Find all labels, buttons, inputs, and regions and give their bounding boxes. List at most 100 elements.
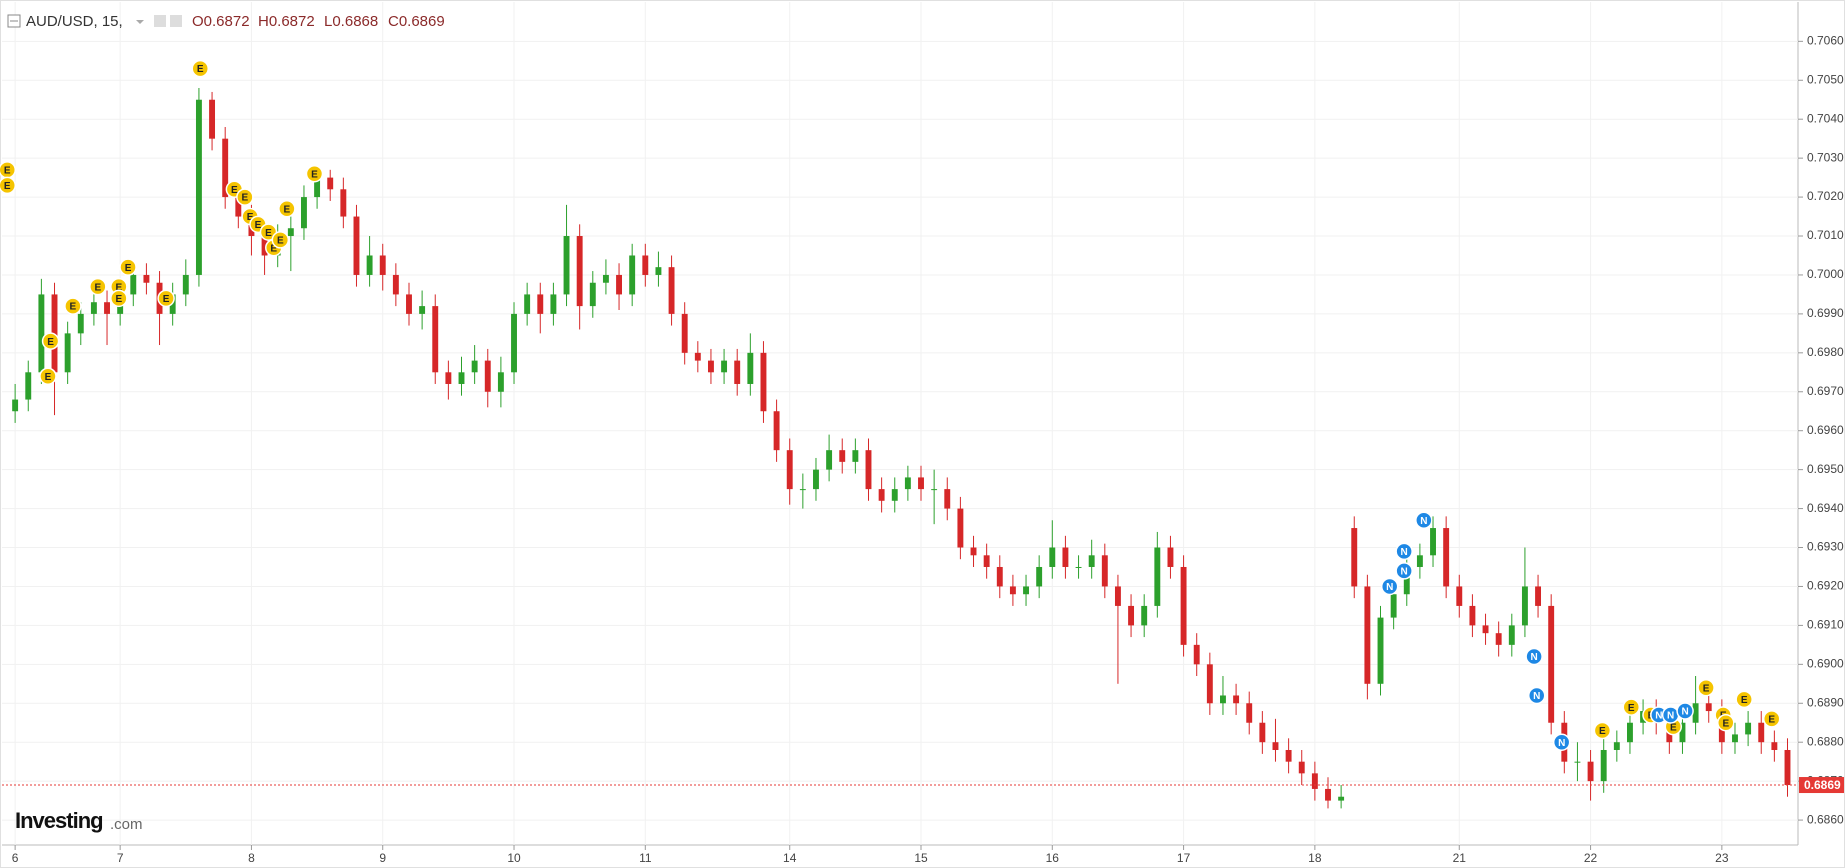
candle-body — [681, 313, 688, 353]
event-label: E — [1722, 718, 1729, 729]
candle-body — [130, 274, 137, 295]
event-marker[interactable] — [0, 176, 16, 195]
event-marker[interactable] — [305, 164, 324, 183]
candle-body — [1193, 644, 1200, 665]
candle-body — [813, 469, 819, 490]
candle-body — [1036, 566, 1043, 587]
candle-body — [104, 302, 110, 314]
event-marker[interactable] — [1762, 710, 1781, 728]
event-marker[interactable] — [39, 367, 57, 385]
candle-body — [1311, 773, 1318, 789]
candle-body — [1141, 605, 1148, 626]
event-marker[interactable] — [271, 231, 290, 249]
event-marker[interactable] — [157, 289, 175, 308]
ohlc-open: O0.6872 — [192, 13, 250, 30]
candle-body — [1600, 749, 1607, 782]
event-label: E — [47, 337, 54, 348]
candle-body — [1088, 555, 1095, 567]
event-label: E — [247, 212, 254, 223]
candle-body — [1626, 722, 1633, 743]
x-tick-label: 8 — [248, 851, 255, 865]
event-label: E — [270, 243, 277, 254]
candle-body — [1771, 742, 1778, 750]
event-label: E — [1768, 714, 1775, 725]
candle-body — [379, 255, 386, 275]
ohlc-low: L0.6868 — [324, 13, 378, 30]
event-marker[interactable] — [1697, 678, 1715, 697]
event-label: N — [1667, 711, 1674, 722]
candle-body — [235, 197, 242, 217]
candle-body — [1259, 722, 1266, 743]
candle-body — [786, 450, 793, 490]
candle-body — [931, 489, 938, 491]
x-tick-label: 6 — [12, 851, 19, 865]
ohlc-high: H0.6872 — [258, 13, 315, 30]
event-marker[interactable] — [41, 332, 60, 350]
event-label: E — [255, 220, 262, 231]
event-marker[interactable] — [110, 289, 128, 308]
candle-body — [1495, 633, 1502, 645]
event-marker[interactable] — [1593, 721, 1612, 740]
event-label: E — [265, 228, 272, 239]
candle-body — [1705, 703, 1712, 712]
y-tick-label: 0.7020 — [1807, 189, 1844, 203]
candle-body — [432, 306, 439, 373]
candle-body — [550, 294, 557, 314]
candle-body — [668, 267, 675, 314]
candle-body — [1403, 566, 1410, 595]
x-tick-label: 22 — [1584, 851, 1598, 865]
candle-body — [629, 255, 636, 295]
candle-body — [694, 352, 701, 361]
candle-body — [12, 399, 19, 412]
event-marker[interactable] — [1380, 577, 1399, 596]
candle-body — [878, 489, 885, 501]
candle-body — [1521, 586, 1528, 626]
candle-body — [826, 450, 833, 470]
event-marker[interactable] — [64, 297, 82, 315]
candle-body — [1587, 761, 1594, 782]
event-marker[interactable] — [278, 200, 296, 218]
candle-body — [1508, 625, 1515, 645]
event-marker[interactable] — [1676, 702, 1694, 720]
event-marker[interactable] — [89, 277, 107, 296]
x-tick-label: 7 — [117, 851, 124, 865]
event-marker[interactable] — [1415, 511, 1433, 530]
event-marker[interactable] — [1552, 733, 1571, 751]
event-label: E — [1741, 695, 1748, 706]
candle-body — [760, 352, 767, 412]
y-tick-label: 0.6980 — [1807, 345, 1844, 359]
event-marker[interactable] — [191, 59, 209, 78]
x-tick-label: 23 — [1715, 851, 1729, 865]
event-marker[interactable] — [1395, 562, 1413, 580]
event-label: E — [231, 185, 238, 196]
event-marker[interactable] — [1525, 647, 1543, 666]
x-tick-label: 14 — [783, 851, 797, 865]
event-label: E — [1703, 683, 1710, 694]
event-marker[interactable] — [236, 188, 254, 206]
event-marker[interactable] — [1622, 698, 1641, 716]
candle-body — [970, 547, 977, 556]
candle-body — [511, 313, 517, 373]
candle-body — [1075, 566, 1082, 568]
event-marker[interactable] — [119, 258, 137, 276]
y-tick-label: 0.6900 — [1807, 657, 1844, 671]
candle-body — [1206, 664, 1213, 704]
candle-body — [169, 294, 176, 314]
y-tick-label: 0.7060 — [1807, 33, 1844, 47]
event-marker[interactable] — [1395, 542, 1413, 561]
y-tick-label: 0.6860 — [1807, 812, 1844, 826]
settings-icon[interactable] — [170, 15, 182, 27]
candle-body — [1443, 528, 1450, 587]
event-marker[interactable] — [1717, 713, 1735, 732]
event-label: E — [70, 302, 77, 313]
settings-icon[interactable] — [154, 15, 166, 27]
event-marker[interactable] — [1527, 686, 1546, 705]
candle-body — [1574, 761, 1581, 763]
y-tick-label: 0.6880 — [1807, 734, 1844, 748]
candle-body — [1692, 703, 1699, 723]
dropdown-arrow[interactable] — [136, 20, 144, 24]
candle-body — [353, 216, 360, 275]
candle-body — [25, 372, 32, 400]
candle-body — [996, 566, 1003, 587]
event-marker[interactable] — [1735, 690, 1753, 709]
